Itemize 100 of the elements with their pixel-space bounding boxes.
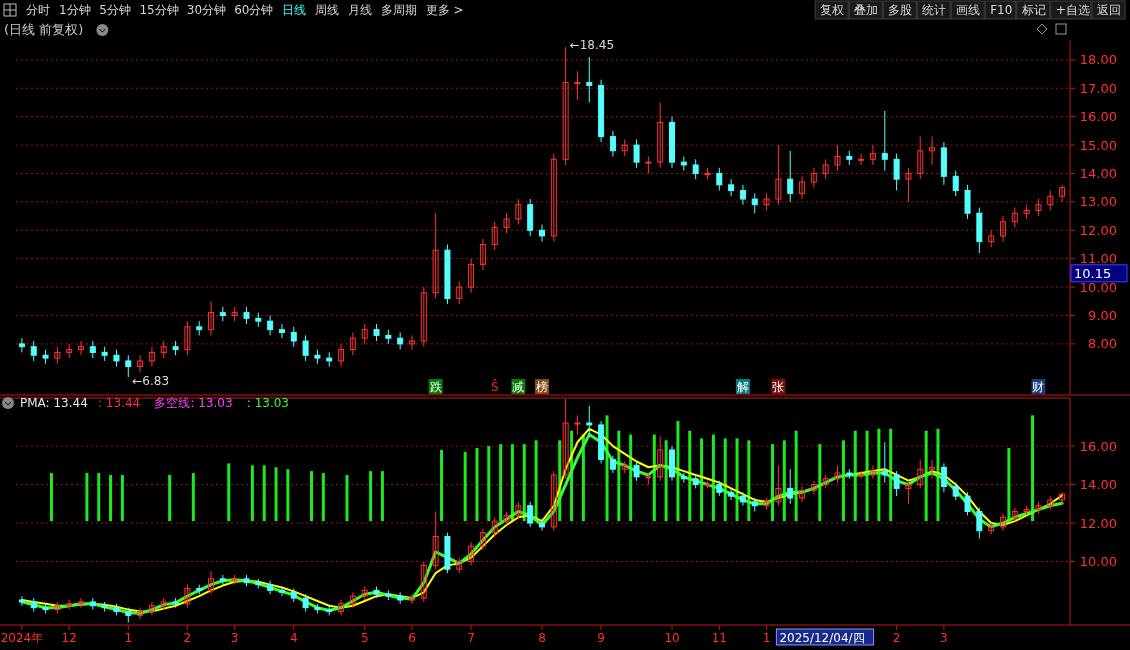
candlestick	[562, 398, 569, 480]
x-tick-label: 1	[124, 631, 133, 645]
candlestick	[420, 561, 427, 603]
candlestick	[716, 167, 723, 192]
bar	[652, 434, 656, 522]
candlestick	[479, 238, 486, 271]
candlestick	[917, 459, 924, 489]
x-tick-label: 12	[61, 631, 77, 645]
bar	[168, 474, 172, 522]
bar	[250, 465, 254, 522]
candlestick	[267, 314, 274, 336]
candlestick	[893, 153, 900, 192]
y-tick-label: 12.00	[1079, 515, 1117, 531]
annotation: 多空线: 13.03	[154, 396, 233, 410]
candlestick	[219, 306, 226, 322]
text: 标记	[1020, 3, 1046, 17]
annotation: 张	[772, 380, 785, 394]
bar	[120, 474, 124, 522]
text: 5分钟	[99, 3, 131, 17]
candlestick	[184, 584, 191, 609]
candlestick	[148, 346, 155, 368]
bar	[109, 474, 113, 522]
y-tick-label: 15.00	[1079, 137, 1117, 153]
x-tick-label: 2024年	[0, 631, 44, 645]
text: 统计	[922, 3, 947, 17]
candlestick	[432, 511, 439, 570]
bar	[310, 471, 314, 522]
candlestick	[491, 221, 498, 251]
candlestick	[208, 300, 215, 336]
candlestick	[479, 528, 486, 551]
candlestick	[125, 354, 132, 378]
bar	[1031, 415, 1035, 522]
candlestick	[940, 462, 947, 493]
candlestick	[917, 136, 924, 180]
candlestick	[976, 507, 983, 539]
bar	[286, 469, 290, 522]
candlestick	[869, 464, 876, 480]
bar	[865, 430, 869, 522]
x-tick-label: 1	[762, 631, 771, 645]
y-tick-label: 10.00	[1079, 554, 1117, 570]
candlestick	[18, 595, 25, 607]
bar	[97, 473, 101, 522]
text: 15分钟	[139, 3, 179, 17]
candlestick	[999, 215, 1006, 243]
candlestick	[999, 512, 1006, 532]
bar	[321, 473, 325, 522]
candlestick	[751, 192, 758, 214]
annotation: 解	[736, 380, 749, 394]
candlestick	[208, 570, 215, 595]
candlestick	[408, 593, 415, 605]
bar	[227, 463, 231, 522]
y-tick-label: 18.00	[1079, 52, 1117, 68]
x-tick-label: 4	[289, 631, 298, 645]
text: 30分钟	[186, 3, 227, 17]
candlestick	[574, 70, 581, 101]
bar	[617, 430, 621, 522]
candlestick	[822, 158, 829, 180]
candlestick	[78, 597, 85, 609]
text: 10.15	[1074, 265, 1112, 281]
bar	[49, 473, 53, 522]
x-tick-label: 2	[892, 631, 901, 645]
candlestick	[349, 332, 356, 356]
text: 更多 >	[425, 3, 464, 17]
candlestick	[539, 224, 545, 243]
y-tick-label: 16.00	[1079, 438, 1117, 454]
candlestick	[964, 184, 971, 220]
chart-title: (日线 前复权)	[4, 22, 84, 37]
y-tick-label: 8.00	[1088, 336, 1117, 352]
annotation: 减	[512, 380, 525, 394]
bar	[629, 434, 633, 522]
bar	[475, 448, 479, 522]
bar	[463, 451, 467, 522]
y-tick-label: 11.00	[1079, 251, 1117, 267]
text: 周线	[314, 3, 339, 17]
candlestick	[633, 460, 640, 482]
candlestick	[420, 286, 427, 348]
annotation: ←6.83	[132, 374, 170, 389]
x-tick-label: 6	[408, 631, 416, 645]
candlestick	[810, 167, 817, 189]
bar	[711, 434, 715, 522]
candlestick	[219, 574, 226, 586]
text: 返回	[1097, 3, 1121, 17]
y-tick-label: 17.00	[1079, 80, 1117, 96]
candlestick	[692, 158, 699, 180]
bar	[723, 438, 727, 522]
candlestick	[278, 323, 285, 339]
y-tick-label: 14.00	[1079, 166, 1117, 182]
text: 日线	[281, 3, 306, 17]
bar	[877, 428, 881, 522]
candlestick	[799, 175, 806, 200]
candlestick	[787, 150, 794, 203]
candlestick	[456, 280, 463, 305]
text: 画线	[956, 3, 981, 17]
annotation: Ŝ	[490, 379, 499, 394]
y-tick-label: 13.00	[1079, 194, 1117, 210]
candlestick	[905, 480, 912, 505]
bar	[688, 430, 692, 522]
candlestick	[503, 212, 510, 234]
text: +自选	[1055, 3, 1090, 17]
candlestick	[1047, 190, 1054, 211]
